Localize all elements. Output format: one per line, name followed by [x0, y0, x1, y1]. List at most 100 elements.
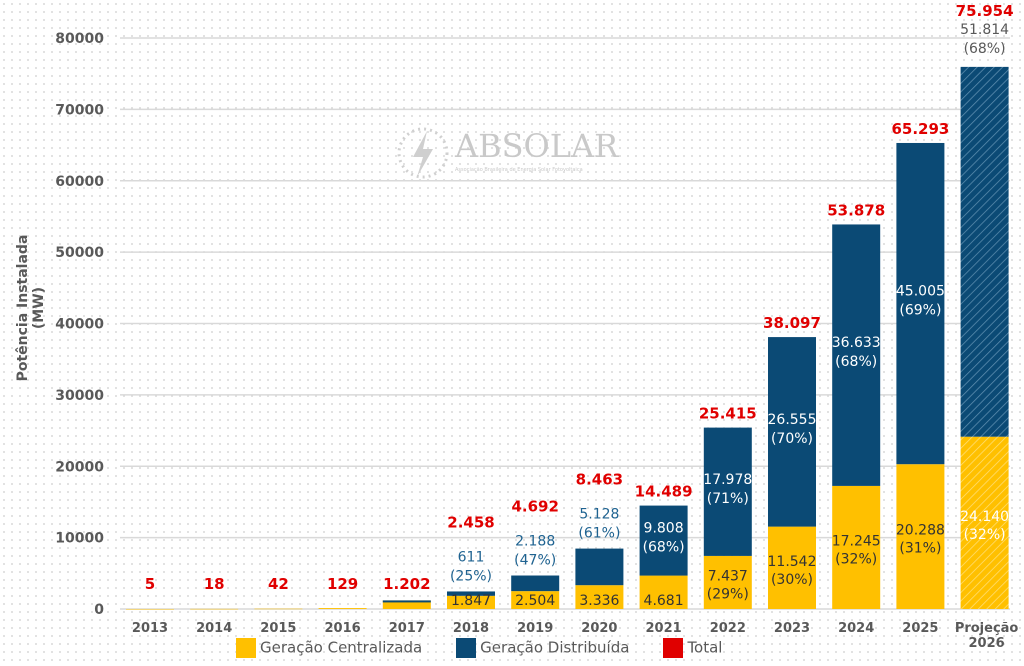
bar-distribuida [703, 427, 752, 556]
label-distribuida: 45.005 [896, 284, 945, 300]
label-distribuida: 17.978 [703, 472, 752, 488]
logo-subtitle: Associação Brasileira de Energia Solar F… [455, 167, 583, 173]
label-centralizada: 20.288 [896, 523, 945, 539]
label-distribuida: 2.188 [515, 534, 555, 550]
bar-distribuida [639, 505, 688, 576]
label-centralizada: 2.504 [515, 593, 555, 609]
y-tick-label: 50000 [55, 245, 104, 261]
x-tick-label: 2023 [774, 621, 810, 636]
absolar-logo: ABSOLAR Associação Brasileira de Energia… [395, 125, 618, 185]
x-tick-label: 2014 [196, 621, 232, 636]
label-centralizada: 3.336 [579, 593, 619, 609]
label-total: 53.878 [827, 201, 885, 219]
label-distribuida-percent: (68%) [835, 354, 877, 370]
label-distribuida-percent: (61%) [578, 526, 620, 542]
label-total: 1.202 [383, 575, 430, 593]
bar-centralizada [703, 555, 752, 609]
label-total: 14.489 [635, 483, 693, 501]
label-distribuida-percent: (25%) [450, 568, 492, 584]
label-centralizada-percent: (30%) [771, 572, 813, 588]
y-tick-label: 40000 [55, 317, 104, 333]
label-distribuida-percent: (69%) [899, 303, 941, 319]
x-tick-label: 2021 [646, 621, 682, 636]
y-tick-label: 80000 [55, 31, 104, 47]
bar-centralizada [447, 595, 495, 609]
label-centralizada-percent: (29%) [707, 586, 749, 602]
bar-centralizada [575, 585, 624, 609]
label-distribuida: 51.814 [960, 22, 1009, 38]
label-total: 18 [204, 575, 225, 593]
legend-item-total: Total [663, 638, 722, 658]
legend: Geração Centralizada Geração Distribuída… [236, 638, 722, 658]
lightning-icon [397, 127, 449, 179]
x-tick-label: 2017 [389, 621, 425, 636]
x-tick-label: 2020 [581, 621, 617, 636]
label-distribuida: 36.633 [832, 335, 881, 351]
label-centralizada: 7.437 [708, 568, 748, 584]
bar-centralizada [639, 575, 688, 609]
label-distribuida-percent: (71%) [707, 491, 749, 507]
bar-distribuida [382, 600, 431, 603]
x-tick-label: 2016 [325, 621, 361, 636]
legend-item-centralizada: Geração Centralizada [236, 638, 422, 658]
bar-distribuida [768, 337, 816, 527]
x-tick-label: 2018 [453, 621, 489, 636]
label-centralizada: 4.681 [644, 593, 684, 609]
label-total: 38.097 [763, 314, 821, 332]
x-tick-label: 2013 [132, 621, 168, 636]
x-tick-label: 2024 [838, 621, 874, 636]
bar-distribuida [447, 591, 495, 596]
y-tick-label: 30000 [55, 388, 104, 404]
label-distribuida-percent: (47%) [514, 553, 556, 569]
bar-total [190, 608, 239, 610]
x-tick-label: 2019 [517, 621, 553, 636]
y-tick-label: 60000 [55, 174, 104, 190]
label-total: 42 [268, 575, 289, 593]
x-tick-label: 2022 [710, 621, 746, 636]
y-tick-label: 20000 [55, 459, 104, 475]
label-centralizada-percent: (32%) [964, 527, 1006, 543]
bar-distribuida [832, 224, 881, 486]
label-distribuida: 5.128 [579, 507, 619, 523]
label-distribuida-percent: (68%) [643, 540, 685, 556]
bar-total [126, 608, 174, 610]
bar-centralizada [511, 591, 560, 609]
bar-total [382, 600, 431, 609]
x-tick-label: 2025 [902, 621, 938, 636]
y-axis-label: Potência Instalada (MW) [15, 234, 47, 382]
x-tick-label: 2026 [969, 636, 1005, 651]
label-centralizada-percent: (31%) [899, 541, 941, 557]
label-centralizada: 24.140 [960, 509, 1009, 525]
label-total: 25.415 [699, 405, 757, 423]
y-tick-label: 10000 [55, 531, 104, 547]
bar-distribuida [511, 575, 560, 592]
x-tick-label: Projeção [955, 621, 1019, 636]
label-distribuida: 9.808 [644, 521, 684, 537]
label-centralizada: 1.847 [451, 593, 491, 609]
x-tick-label: 2015 [260, 621, 296, 636]
label-distribuida: 26.555 [768, 412, 817, 428]
label-total: 65.293 [891, 120, 949, 138]
label-distribuida: 611 [458, 549, 485, 565]
bar-distribuida [896, 142, 945, 465]
label-total: 129 [327, 575, 358, 593]
label-distribuida-percent: (70%) [771, 431, 813, 447]
bar-distribuida [575, 548, 624, 586]
bar-centralizada [960, 436, 1009, 609]
label-total: 75.954 [956, 2, 1014, 20]
label-centralizada: 11.542 [768, 554, 817, 570]
logo-text: ABSOLAR [455, 127, 619, 165]
y-tick-label: 70000 [55, 102, 104, 118]
bar-total [318, 608, 367, 609]
label-total: 2.458 [447, 513, 494, 531]
label-total: 8.463 [576, 471, 623, 489]
label-total: 5 [145, 575, 155, 593]
label-centralizada: 17.245 [832, 533, 881, 549]
legend-item-distribuida: Geração Distribuída [456, 638, 629, 658]
bar-centralizada [896, 464, 945, 609]
label-centralizada-percent: (32%) [835, 551, 877, 567]
label-total: 4.692 [511, 498, 558, 516]
bar-total [254, 608, 303, 610]
